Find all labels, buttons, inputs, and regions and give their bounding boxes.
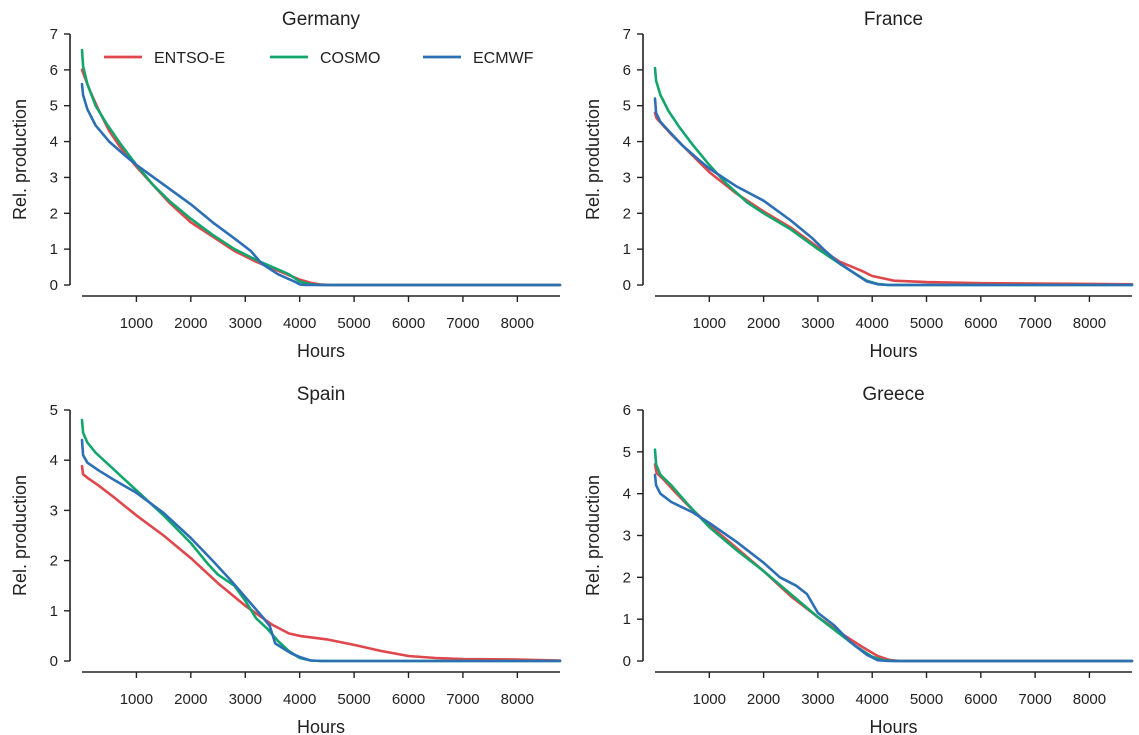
x-tick-label: 7000 bbox=[1018, 315, 1051, 332]
x-tick-label: 2000 bbox=[747, 691, 780, 708]
x-axis-label: Hours bbox=[297, 717, 345, 735]
x-tick-label: 8000 bbox=[501, 315, 534, 332]
y-tick-label: 2 bbox=[623, 569, 631, 586]
legend-item-cosmo: COSMO bbox=[270, 50, 380, 67]
x-tick-label: 3000 bbox=[801, 315, 834, 332]
x-tick-label: 1000 bbox=[120, 315, 153, 332]
x-tick-label: 2000 bbox=[174, 315, 207, 332]
series-line-cosmo bbox=[653, 448, 1134, 663]
x-tick-label: 2000 bbox=[747, 315, 780, 332]
x-tick-label: 2000 bbox=[174, 691, 207, 708]
y-tick-label: 3 bbox=[623, 528, 631, 545]
y-tick-label: 2 bbox=[50, 205, 58, 222]
series-line-entso-e bbox=[653, 111, 1134, 286]
panel-title: Germany bbox=[282, 9, 361, 30]
y-tick-label: 4 bbox=[623, 134, 631, 151]
y-tick-label: 3 bbox=[50, 502, 58, 519]
panel-title: France bbox=[864, 9, 923, 30]
x-tick-label: 8000 bbox=[1073, 691, 1106, 708]
x-tick-label: 4000 bbox=[283, 691, 316, 708]
y-axis-label: Rel. production bbox=[583, 475, 603, 596]
y-tick-label: 5 bbox=[50, 402, 58, 419]
x-tick-label: 1000 bbox=[693, 315, 726, 332]
panel-france: France 0 1 2 3 4 5 6 7 1000 2000 3000 4000 5000 6000 70… bbox=[583, 9, 1134, 361]
y-tick-label: 3 bbox=[623, 169, 631, 186]
y-tick-label: 4 bbox=[50, 134, 58, 151]
y-tick-label: 2 bbox=[50, 553, 58, 570]
series-line-ecmwf bbox=[653, 97, 1134, 287]
legend-item-entso-e: ENTSO-E bbox=[104, 50, 225, 67]
y-tick-label: 6 bbox=[623, 62, 631, 79]
x-tick-label: 4000 bbox=[856, 315, 889, 332]
y-tick-label: 1 bbox=[50, 603, 58, 620]
x-tick-label: 5000 bbox=[910, 691, 943, 708]
y-tick-label: 0 bbox=[623, 653, 631, 670]
legend-label: ECMWF bbox=[473, 50, 534, 67]
y-tick-label: 3 bbox=[50, 169, 58, 186]
x-tick-label: 3000 bbox=[801, 691, 834, 708]
x-tick-label: 8000 bbox=[1073, 315, 1106, 332]
panel-spain: Spain 0 1 2 3 4 5 1000 2000 3000 4000 5000 6000 7000 8… bbox=[10, 384, 562, 735]
y-tick-label: 6 bbox=[623, 402, 631, 419]
y-tick-label: 1 bbox=[623, 611, 631, 628]
x-axis-label: Hours bbox=[869, 341, 917, 361]
x-tick-label: 8000 bbox=[501, 691, 534, 708]
y-axis-label: Rel. production bbox=[10, 475, 30, 596]
legend-label: ENTSO-E bbox=[154, 50, 225, 67]
x-tick-label: 6000 bbox=[392, 315, 425, 332]
x-tick-label: 6000 bbox=[964, 691, 997, 708]
series-line-entso-e bbox=[80, 464, 562, 662]
x-tick-label: 5000 bbox=[337, 691, 370, 708]
y-tick-label: 5 bbox=[623, 444, 631, 461]
x-tick-label: 5000 bbox=[337, 315, 370, 332]
panel-title: Greece bbox=[862, 384, 924, 405]
x-tick-label: 7000 bbox=[1018, 691, 1051, 708]
x-tick-label: 7000 bbox=[446, 315, 479, 332]
y-tick-label: 0 bbox=[50, 277, 58, 294]
y-tick-label: 5 bbox=[50, 98, 58, 115]
x-axis-label: Hours bbox=[297, 341, 345, 361]
y-tick-label: 2 bbox=[623, 205, 631, 222]
series-line-cosmo bbox=[80, 418, 562, 663]
x-tick-label: 4000 bbox=[856, 691, 889, 708]
x-tick-label: 3000 bbox=[229, 315, 262, 332]
y-axis-label: Rel. production bbox=[583, 99, 603, 220]
y-axis-label: Rel. production bbox=[10, 99, 30, 220]
series-line-ecmwf bbox=[653, 473, 1134, 663]
series-line-entso-e bbox=[653, 463, 1134, 663]
y-tick-label: 1 bbox=[50, 241, 58, 258]
x-tick-label: 5000 bbox=[910, 315, 943, 332]
series-line-ecmwf bbox=[80, 82, 562, 287]
x-tick-label: 7000 bbox=[446, 691, 479, 708]
y-tick-label: 5 bbox=[623, 98, 631, 115]
y-tick-label: 7 bbox=[50, 26, 58, 43]
y-tick-label: 0 bbox=[623, 277, 631, 294]
y-tick-label: 7 bbox=[623, 26, 631, 43]
x-tick-label: 6000 bbox=[964, 315, 997, 332]
x-tick-label: 1000 bbox=[693, 691, 726, 708]
panel-germany: Germany 0 1 2 3 4 5 6 7 1000 2000 3000 4000 5000 6000 7… bbox=[10, 9, 562, 361]
y-tick-label: 6 bbox=[50, 62, 58, 79]
legend: ENTSO-E COSMO ECMWF bbox=[104, 50, 534, 67]
series-line-cosmo bbox=[653, 66, 1134, 287]
y-tick-label: 4 bbox=[623, 486, 631, 503]
x-tick-label: 1000 bbox=[120, 691, 153, 708]
x-tick-label: 3000 bbox=[229, 691, 262, 708]
panel-greece: Greece 0 1 2 3 4 5 6 1000 2000 3000 4000 5000 6000 700… bbox=[583, 384, 1134, 735]
x-tick-label: 4000 bbox=[283, 315, 316, 332]
y-tick-label: 1 bbox=[623, 241, 631, 258]
legend-item-ecmwf: ECMWF bbox=[423, 50, 534, 67]
legend-label: COSMO bbox=[320, 50, 380, 67]
series-line-cosmo bbox=[80, 48, 562, 287]
y-tick-label: 4 bbox=[50, 452, 58, 469]
series-line-ecmwf bbox=[80, 438, 562, 663]
x-axis-label: Hours bbox=[869, 717, 917, 735]
x-tick-label: 6000 bbox=[392, 691, 425, 708]
panel-title: Spain bbox=[297, 384, 346, 405]
y-tick-label: 0 bbox=[50, 653, 58, 670]
